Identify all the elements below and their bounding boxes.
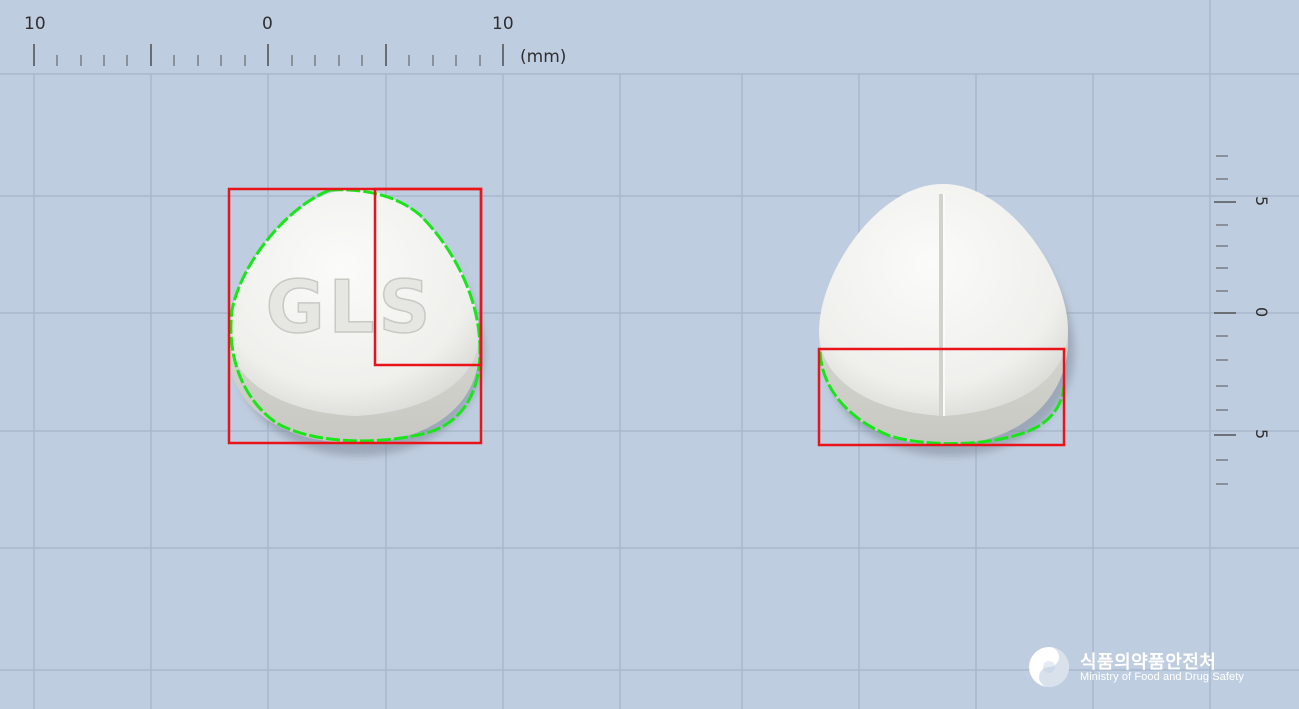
front-pill-inner-box — [373, 187, 483, 367]
top-ruler — [33, 44, 504, 66]
top-ruler-label-right: 10 — [492, 14, 514, 34]
mfds-logo: 식품의약품안전처 Ministry of Food and Drug Safet… — [1028, 646, 1278, 690]
right-ruler-label-top: 5 — [1252, 196, 1271, 206]
pill-back — [819, 184, 1074, 456]
pill-imprint: GLS — [266, 265, 435, 349]
top-ruler-label-zero: 0 — [262, 14, 273, 34]
mfds-emblem-icon — [1029, 647, 1069, 687]
logo-english-name: Ministry of Food and Drug Safety — [1080, 671, 1244, 683]
right-ruler-label-bottom: 5 — [1252, 429, 1271, 439]
back-pill-contour — [818, 351, 1066, 446]
top-ruler-unit: (mm) — [520, 47, 566, 67]
pill-front: GLS — [229, 189, 484, 456]
back-pill-bounding-box — [817, 347, 1066, 447]
front-pill-contour — [229, 188, 482, 443]
right-ruler-label-zero: 0 — [1252, 307, 1271, 317]
logo-korean-name: 식품의약품안전처 — [1080, 652, 1217, 673]
top-ruler-label-left: 10 — [24, 14, 46, 34]
right-ruler — [1214, 155, 1236, 485]
